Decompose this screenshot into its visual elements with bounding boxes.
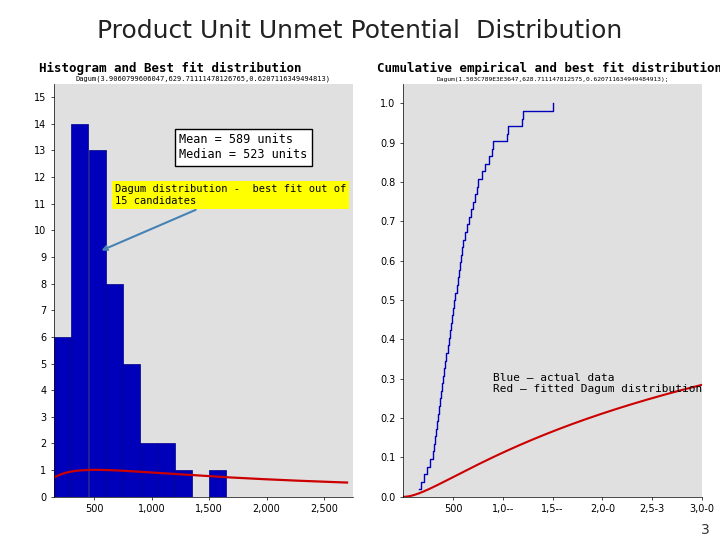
Text: Dagum distribution -  best fit out of
15 candidates: Dagum distribution - best fit out of 15 … [104, 184, 346, 250]
Bar [140, 443, 158, 497]
Bar [210, 470, 226, 497]
Bar [71, 124, 89, 497]
Title: Dagum(1.503C789E3E3647,628.711147812575,0.620711634949484913);: Dagum(1.503C789E3E3647,628.711147812575,… [436, 77, 669, 82]
Text: Product Unit Unmet Potential  Distribution: Product Unit Unmet Potential Distributio… [97, 19, 623, 43]
Bar [175, 470, 192, 497]
Text: Cumulative empirical and best fit distribution: Cumulative empirical and best fit distri… [377, 62, 720, 75]
Bar [158, 443, 175, 497]
Bar [106, 284, 123, 497]
Text: 3: 3 [701, 523, 709, 537]
Text: Blue – actual data
Red – fitted Dagum distribution: Blue – actual data Red – fitted Dagum di… [493, 373, 702, 394]
Title: Dagum(3.9060799606047,629.71111478126765,0.6207116349494813): Dagum(3.9060799606047,629.71111478126765… [76, 76, 331, 83]
Bar [54, 337, 71, 497]
Bar [123, 363, 140, 497]
Bar [89, 150, 106, 497]
Text: Histogram and Best fit distribution: Histogram and Best fit distribution [39, 62, 301, 75]
Text: Mean = 589 units
Median = 523 units: Mean = 589 units Median = 523 units [179, 133, 307, 161]
